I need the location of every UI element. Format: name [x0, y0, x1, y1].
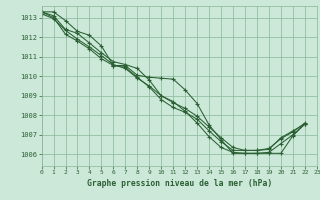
X-axis label: Graphe pression niveau de la mer (hPa): Graphe pression niveau de la mer (hPa)	[87, 179, 272, 188]
